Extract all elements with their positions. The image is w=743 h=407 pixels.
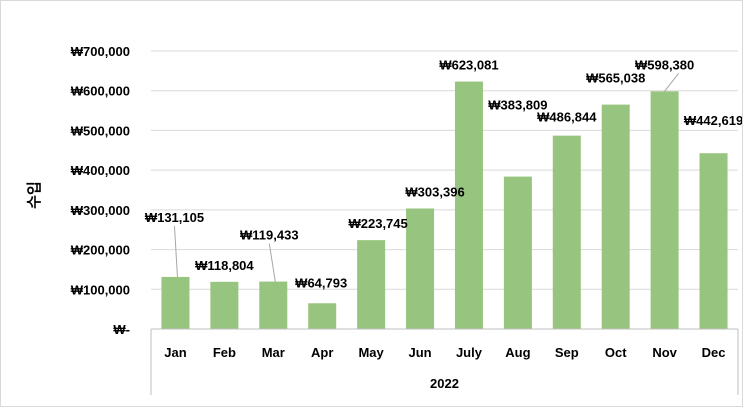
gridlines xyxy=(151,50,738,290)
data-label: ₩64,793 xyxy=(295,275,347,290)
bar-may xyxy=(357,240,386,329)
data-label: ₩223,745 xyxy=(348,216,407,231)
y-tick-label: ₩700,000 xyxy=(71,44,130,59)
data-label: ₩131,105 xyxy=(145,210,204,225)
bar-feb xyxy=(210,281,239,329)
data-label: ₩565,038 xyxy=(586,71,645,86)
leader-line xyxy=(268,243,276,282)
bar-apr xyxy=(308,303,337,329)
x-group-label: 2022 xyxy=(430,376,459,391)
y-axis-title: 수입 xyxy=(25,181,43,209)
category-label: Feb xyxy=(213,345,236,360)
bars xyxy=(161,81,728,330)
bar-dec xyxy=(699,153,728,329)
category-label: Oct xyxy=(605,345,627,360)
y-tick-label: ₩600,000 xyxy=(71,84,130,99)
data-label: ₩303,396 xyxy=(405,185,464,200)
category-label: Sep xyxy=(555,345,579,360)
bar-oct xyxy=(601,104,630,329)
category-labels: Jan Feb Mar Apr May Jun July Aug Sep Oct Nov Dec xyxy=(164,345,725,360)
y-tick-label: ₩200,000 xyxy=(71,243,130,258)
bar-jan xyxy=(161,276,190,329)
data-label: ₩442,619 xyxy=(684,113,742,128)
data-labels: ₩131,105 ₩118,804 ₩119,433 ₩64,793 ₩223,745 ₩… xyxy=(145,57,742,290)
category-label: Jun xyxy=(408,345,431,360)
data-label: ₩383,809 xyxy=(488,98,547,113)
bar-mar xyxy=(259,281,288,329)
y-tick-labels: ₩- ₩100,000 ₩200,000 ₩300,000 ₩400,000 ₩500,0… xyxy=(71,44,130,337)
leader-line xyxy=(664,73,680,92)
bar-july xyxy=(454,81,483,330)
y-tick-label: ₩500,000 xyxy=(71,123,130,138)
category-label: Jan xyxy=(164,345,186,360)
category-label: Nov xyxy=(652,345,677,360)
data-label: ₩119,433 xyxy=(240,228,299,243)
category-label: July xyxy=(456,345,483,360)
leader-line xyxy=(173,225,178,277)
category-label: Aug xyxy=(505,345,530,360)
data-label: ₩486,844 xyxy=(537,110,597,125)
data-label: ₩598,380 xyxy=(635,57,694,72)
bar-nov xyxy=(650,91,679,329)
y-tick-label: ₩400,000 xyxy=(71,163,130,178)
bar-jun xyxy=(406,208,435,329)
y-tick-label: ₩300,000 xyxy=(71,203,130,218)
category-label: Apr xyxy=(311,345,333,360)
y-tick-label: ₩100,000 xyxy=(71,282,130,297)
y-tick-label: ₩- xyxy=(113,322,130,337)
data-label: ₩118,804 xyxy=(195,258,254,273)
category-label: Dec xyxy=(702,345,726,360)
bar-aug xyxy=(503,176,532,329)
category-label: May xyxy=(358,345,384,360)
category-label: Mar xyxy=(262,345,285,360)
x-axis xyxy=(150,328,739,395)
bar-sep xyxy=(552,135,581,329)
data-label: ₩623,081 xyxy=(439,58,498,73)
